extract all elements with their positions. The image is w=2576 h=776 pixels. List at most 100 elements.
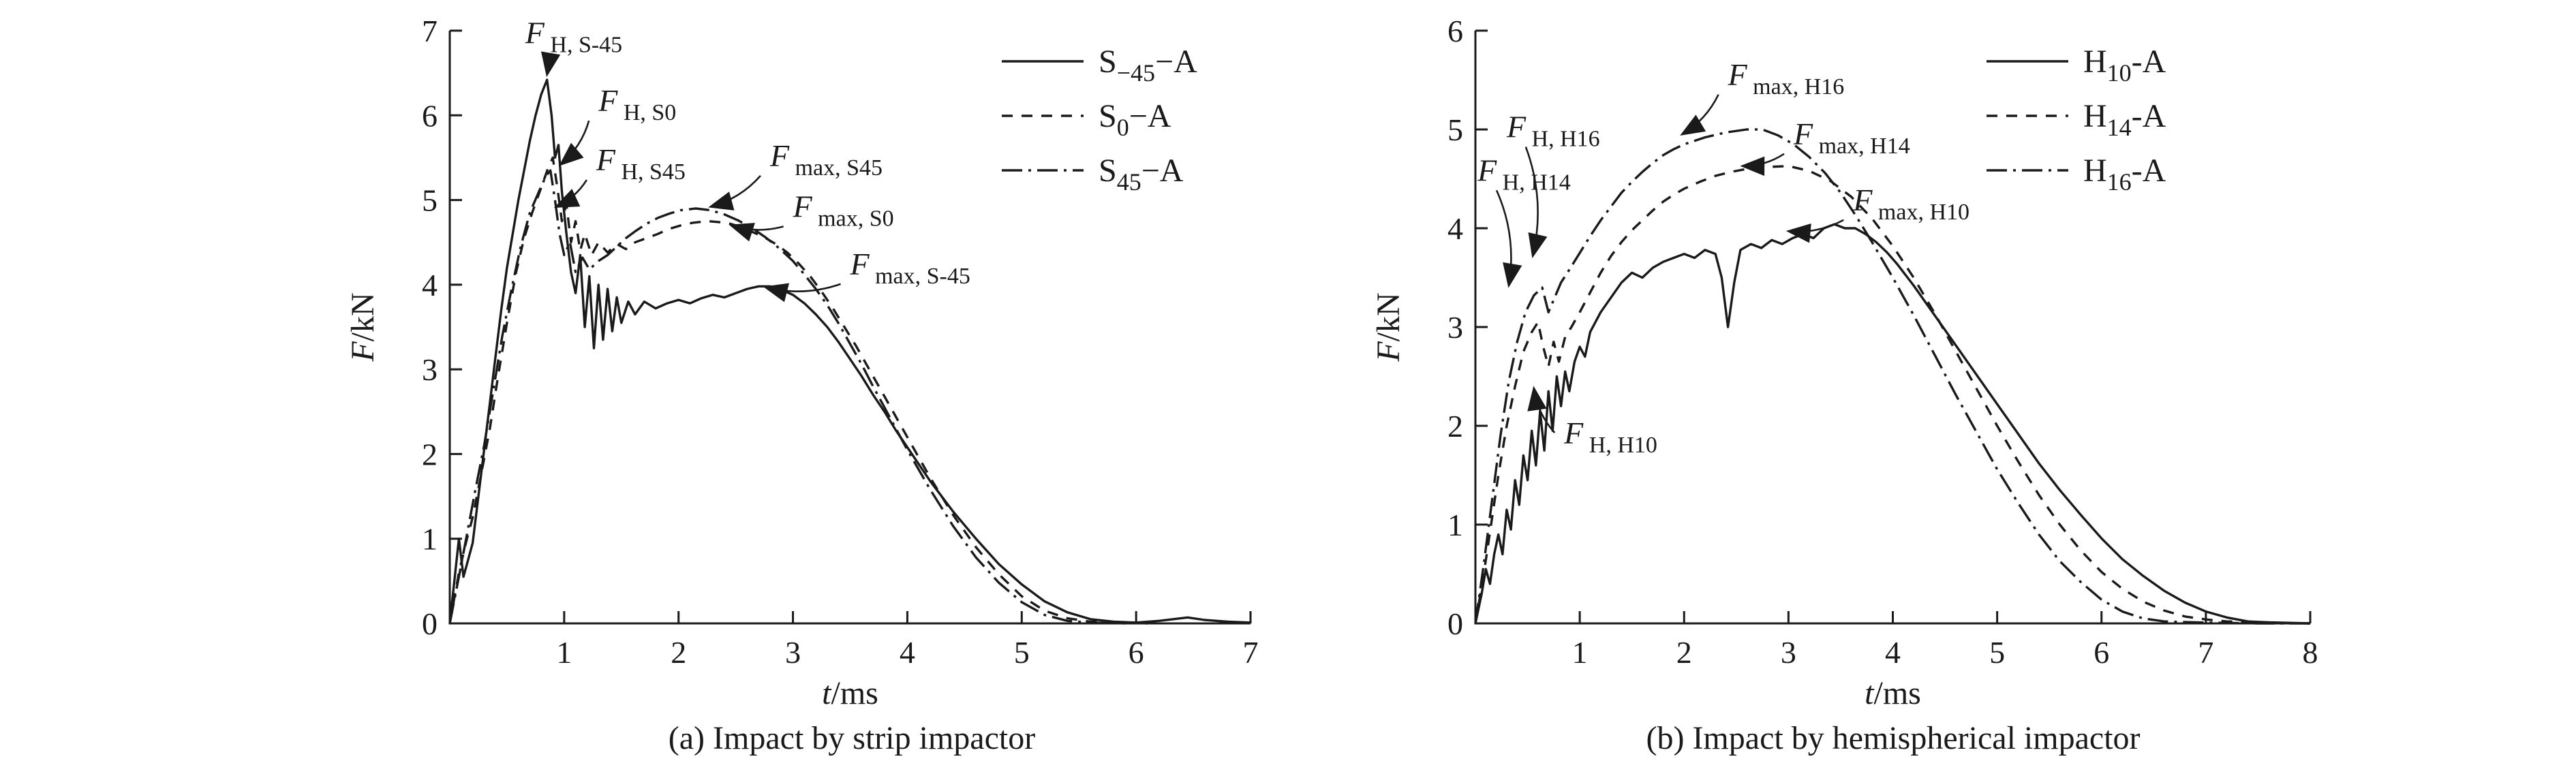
annotation-label: F max, S0: [793, 189, 894, 231]
x-axis-b: 1 2 3 4 5 6 7 8: [1572, 611, 2318, 670]
annotation-h-s45: F H, S45: [553, 142, 686, 208]
series-line-S-45-A: [448, 78, 1251, 624]
x-tick-label: 3: [1781, 635, 1796, 670]
annotation-max-h14: F max, H14: [1740, 117, 1910, 176]
x-tick-label: 5: [1989, 635, 2005, 670]
caption-b: (b) Impact by hemispherical impactor: [1646, 720, 2141, 756]
annotation-arrow-icon: [1495, 189, 1522, 288]
legend-item: H10-A: [1987, 44, 2166, 87]
legend-label: S0−A: [1099, 98, 1171, 141]
y-tick-label: 3: [422, 352, 438, 387]
annotation-label: F max, H10: [1852, 183, 1969, 225]
annotation-label: F H, S-45: [525, 16, 622, 58]
x-tick-label: 5: [1014, 635, 1030, 670]
annotation-max-h10: F max, H10: [1785, 183, 1969, 243]
annotation-label: F H, H10: [1563, 416, 1657, 458]
x-tick-label: 7: [1243, 635, 1259, 670]
legend-a: S−45−A S0−A S45−A: [1002, 44, 1197, 196]
y-tick-label: 3: [1447, 310, 1463, 345]
annotation-label: F H, H14: [1477, 153, 1571, 195]
annotation-arrow-icon: [553, 179, 588, 208]
y-axis-title-b: F/kN: [1370, 292, 1407, 362]
annotation-h-h14: F H, H14: [1477, 153, 1571, 288]
annotation-label: F max, H16: [1728, 57, 1845, 99]
y-axis-title-a: F/kN: [345, 292, 381, 362]
y-tick-label: 1: [422, 522, 438, 557]
y-tick-label: 2: [422, 437, 438, 471]
y-tick-label: 4: [422, 268, 438, 302]
x-tick-label: 6: [2094, 635, 2109, 670]
x-axis-a: 1 2 3 4 5 6 7: [556, 611, 1259, 670]
legend-label: S−45−A: [1099, 44, 1197, 87]
annotation-arrow-icon: [708, 175, 761, 211]
annotation-label: F max, S-45: [850, 247, 970, 289]
annotation-arrow-icon: [1740, 153, 1785, 176]
series-line-H14-A: [1474, 165, 2311, 625]
annotation-label: F max, S45: [769, 138, 883, 181]
annotation-arrow-icon: [559, 120, 590, 166]
annotation-arrow-icon: [1785, 219, 1844, 243]
y-tick-label: 1: [1447, 508, 1463, 542]
series-line-H16-A: [1474, 128, 2310, 625]
annotation-arrow-icon: [1527, 386, 1556, 433]
x-tick-label: 1: [556, 635, 572, 670]
y-axis-b: 0 1 2 3 4 5 6: [1447, 14, 1488, 641]
annotation-arrow-icon: [1524, 146, 1548, 259]
x-tick-label: 1: [1572, 635, 1588, 670]
annotation-label: F max, H14: [1793, 117, 1910, 159]
annotation-arrow-icon: [540, 51, 561, 78]
legend-item: S0−A: [1002, 98, 1171, 141]
y-tick-label: 6: [422, 98, 438, 133]
y-tick-label: 7: [422, 14, 438, 48]
legend-item: S45−A: [1002, 153, 1184, 196]
annotation-h-h16: F H, H16: [1506, 110, 1600, 259]
x-tick-label: 8: [2303, 635, 2318, 670]
x-tick-label: 4: [900, 635, 915, 670]
x-tick-label: 2: [1676, 635, 1692, 670]
y-tick-label: 4: [1447, 211, 1463, 246]
annotation-h-h10: F H, H10: [1527, 386, 1657, 458]
series-line-S45-A: [448, 169, 1125, 625]
series-line-S0-A: [448, 156, 1148, 625]
annotation-arrow-icon: [1680, 94, 1719, 136]
y-axis-a: 0 1 2 3 4 5 6 7: [422, 14, 462, 641]
y-tick-label: 5: [1447, 112, 1463, 147]
series-line-H10-A: [1474, 223, 2311, 625]
y-tick-label: 5: [422, 183, 438, 218]
chart-strip-impactor: 1 2 3 4 5 6 7 0 1 2 3 4 5 6 7 t/ms F/kN S−45−A S0−A S45−A F …: [345, 14, 1259, 711]
annotation-max-s0: F max, S0: [729, 189, 894, 242]
annotation-label: F H, H16: [1506, 110, 1600, 152]
annotation-max-s45: F max, S45: [708, 138, 883, 211]
annotation-max-h16: F max, H16: [1680, 57, 1845, 136]
annotation-arrow-icon: [729, 223, 784, 242]
annotation-h-s-45: F H, S-45: [525, 16, 622, 78]
legend-item: S−45−A: [1002, 44, 1197, 87]
y-tick-label: 0: [422, 606, 438, 641]
x-axis-title-a: t/ms: [822, 675, 878, 711]
x-tick-label: 3: [785, 635, 801, 670]
legend-label: S45−A: [1099, 153, 1184, 196]
annotation-arrow-icon: [763, 283, 841, 302]
legend-label: H16-A: [2083, 153, 2166, 196]
legend-label: H14-A: [2083, 98, 2166, 141]
caption-a: (a) Impact by strip impactor: [668, 720, 1036, 756]
y-tick-label: 6: [1447, 14, 1463, 48]
y-tick-label: 2: [1447, 409, 1463, 444]
x-tick-label: 4: [1885, 635, 1901, 670]
legend-b: H10-A H14-A H16-A: [1987, 44, 2166, 196]
legend-item: H16-A: [1987, 153, 2166, 196]
x-axis-title-b: t/ms: [1865, 675, 1921, 711]
legend-item: H14-A: [1987, 98, 2166, 141]
annotation-label: F H, S45: [596, 142, 686, 185]
x-tick-label: 7: [2198, 635, 2213, 670]
x-tick-label: 6: [1129, 635, 1144, 670]
annotation-h-s0: F H, S0: [559, 83, 676, 166]
x-tick-label: 2: [671, 635, 686, 670]
chart-hemispherical-impactor: 1 2 3 4 5 6 7 8 0 1 2 3 4 5 6 t/ms F/kN H10-A H14-A H16-A F …: [1370, 14, 2318, 711]
legend-label: H10-A: [2083, 44, 2166, 87]
y-tick-label: 0: [1447, 606, 1463, 641]
annotation-max-s-45: F max, S-45: [763, 247, 970, 302]
axes-b: [1474, 31, 2310, 625]
annotation-label: F H, S0: [598, 83, 676, 125]
